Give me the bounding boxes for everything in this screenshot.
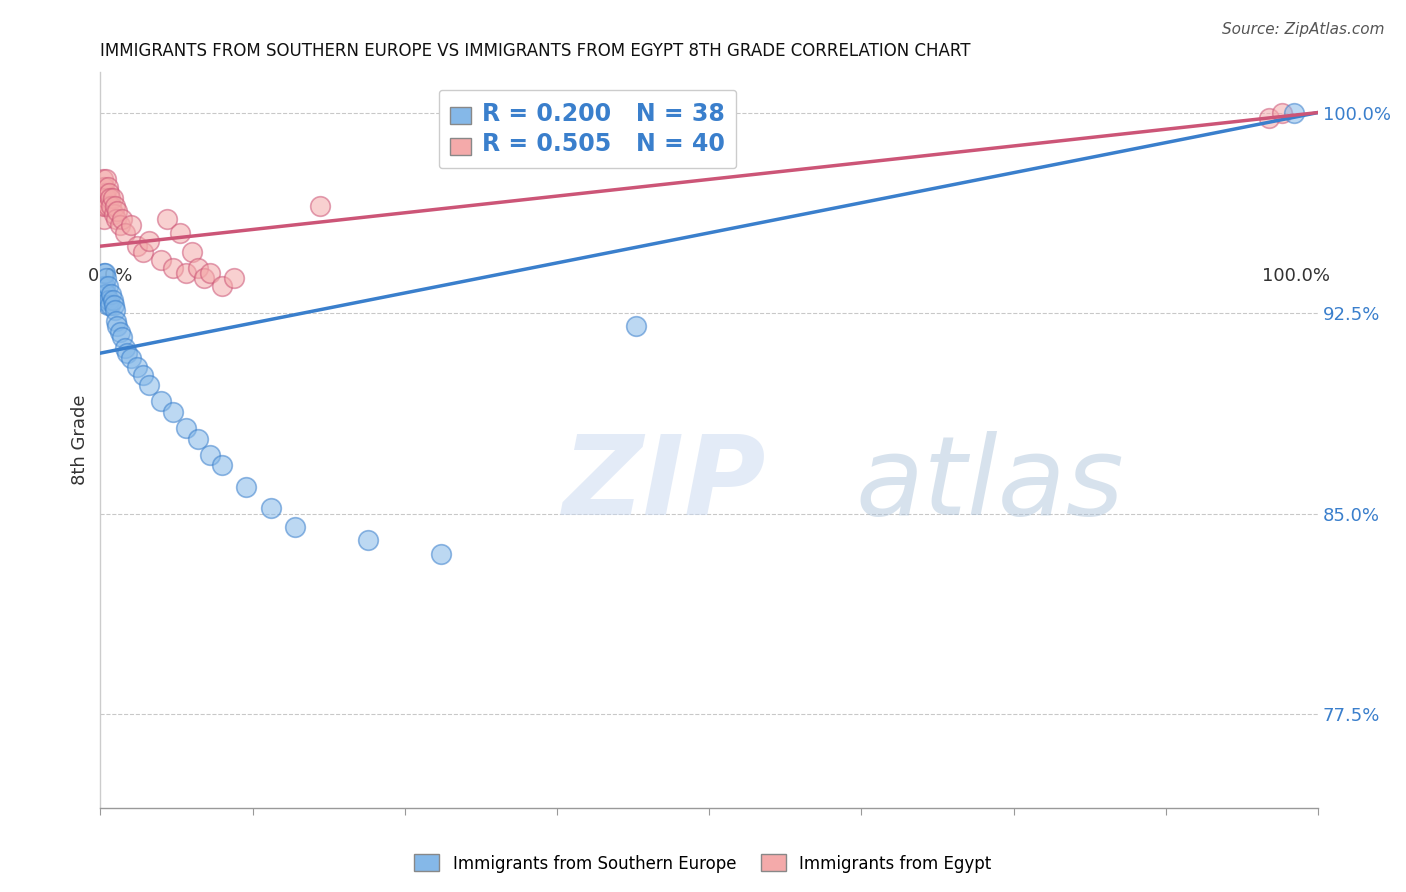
Point xyxy=(98,298,121,312)
Point xyxy=(93,293,115,307)
Point xyxy=(132,244,155,259)
Text: Source: ZipAtlas.com: Source: ZipAtlas.com xyxy=(1222,22,1385,37)
Point xyxy=(174,266,197,280)
Point xyxy=(120,351,142,366)
Point xyxy=(93,212,115,227)
Text: ZIP: ZIP xyxy=(564,431,766,538)
Point xyxy=(100,287,122,301)
Point xyxy=(125,239,148,253)
Point xyxy=(198,266,221,280)
Point xyxy=(91,199,114,213)
Point xyxy=(138,378,160,392)
Point xyxy=(105,319,128,334)
Point xyxy=(96,287,118,301)
Point xyxy=(94,199,117,213)
Point xyxy=(91,172,114,186)
Point xyxy=(111,212,134,227)
Point xyxy=(98,191,121,205)
Point xyxy=(169,226,191,240)
Legend: Immigrants from Southern Europe, Immigrants from Egypt: Immigrants from Southern Europe, Immigra… xyxy=(408,847,998,880)
Point xyxy=(284,520,307,534)
Point xyxy=(114,226,136,240)
Point xyxy=(97,293,120,307)
Point xyxy=(1258,111,1281,125)
Point xyxy=(96,172,118,186)
Point xyxy=(91,279,114,293)
Point xyxy=(90,191,112,205)
Point xyxy=(105,212,128,227)
Point xyxy=(1271,105,1294,120)
Point xyxy=(96,191,118,205)
Point xyxy=(187,432,209,446)
Point xyxy=(103,207,125,221)
Point xyxy=(187,260,209,275)
Point xyxy=(162,405,184,419)
Point xyxy=(624,319,647,334)
Point xyxy=(235,480,257,494)
Point xyxy=(97,180,120,194)
Point xyxy=(97,199,120,213)
Point xyxy=(108,325,131,339)
Y-axis label: 8th Grade: 8th Grade xyxy=(72,395,89,485)
Point xyxy=(193,271,215,285)
Point xyxy=(150,252,173,267)
Point xyxy=(100,199,122,213)
Point xyxy=(357,533,380,548)
Point xyxy=(114,341,136,355)
Point xyxy=(1282,105,1305,120)
Point xyxy=(125,359,148,374)
Point xyxy=(93,266,115,280)
Point xyxy=(104,303,127,318)
Text: 0.0%: 0.0% xyxy=(89,268,134,285)
Point xyxy=(138,234,160,248)
Point xyxy=(93,180,115,194)
Point xyxy=(156,212,179,227)
Point xyxy=(94,266,117,280)
Point xyxy=(96,271,118,285)
Point xyxy=(97,279,120,293)
Point xyxy=(224,271,246,285)
Point xyxy=(162,260,184,275)
Point xyxy=(430,547,453,561)
Point xyxy=(115,346,138,360)
Point xyxy=(111,330,134,344)
Point xyxy=(94,186,117,200)
Point xyxy=(105,314,128,328)
Legend: R = 0.200   N = 38, R = 0.505   N = 40: R = 0.200 N = 38, R = 0.505 N = 40 xyxy=(439,90,735,168)
Point xyxy=(211,279,233,293)
Point xyxy=(174,421,197,435)
Point xyxy=(132,368,155,382)
Point xyxy=(103,298,125,312)
Point xyxy=(120,218,142,232)
Text: atlas: atlas xyxy=(855,431,1123,538)
Text: 100.0%: 100.0% xyxy=(1263,268,1330,285)
Point xyxy=(211,458,233,473)
Text: IMMIGRANTS FROM SOUTHERN EUROPE VS IMMIGRANTS FROM EGYPT 8TH GRADE CORRELATION C: IMMIGRANTS FROM SOUTHERN EUROPE VS IMMIG… xyxy=(100,42,972,60)
Point xyxy=(198,448,221,462)
Point xyxy=(97,186,120,200)
Point xyxy=(94,279,117,293)
Point xyxy=(260,501,283,516)
Point xyxy=(97,298,120,312)
Point xyxy=(101,293,124,307)
Point xyxy=(308,199,330,213)
Point xyxy=(105,204,128,219)
Point xyxy=(108,218,131,232)
Point xyxy=(180,244,202,259)
Point xyxy=(101,191,124,205)
Point xyxy=(104,199,127,213)
Point xyxy=(150,394,173,409)
